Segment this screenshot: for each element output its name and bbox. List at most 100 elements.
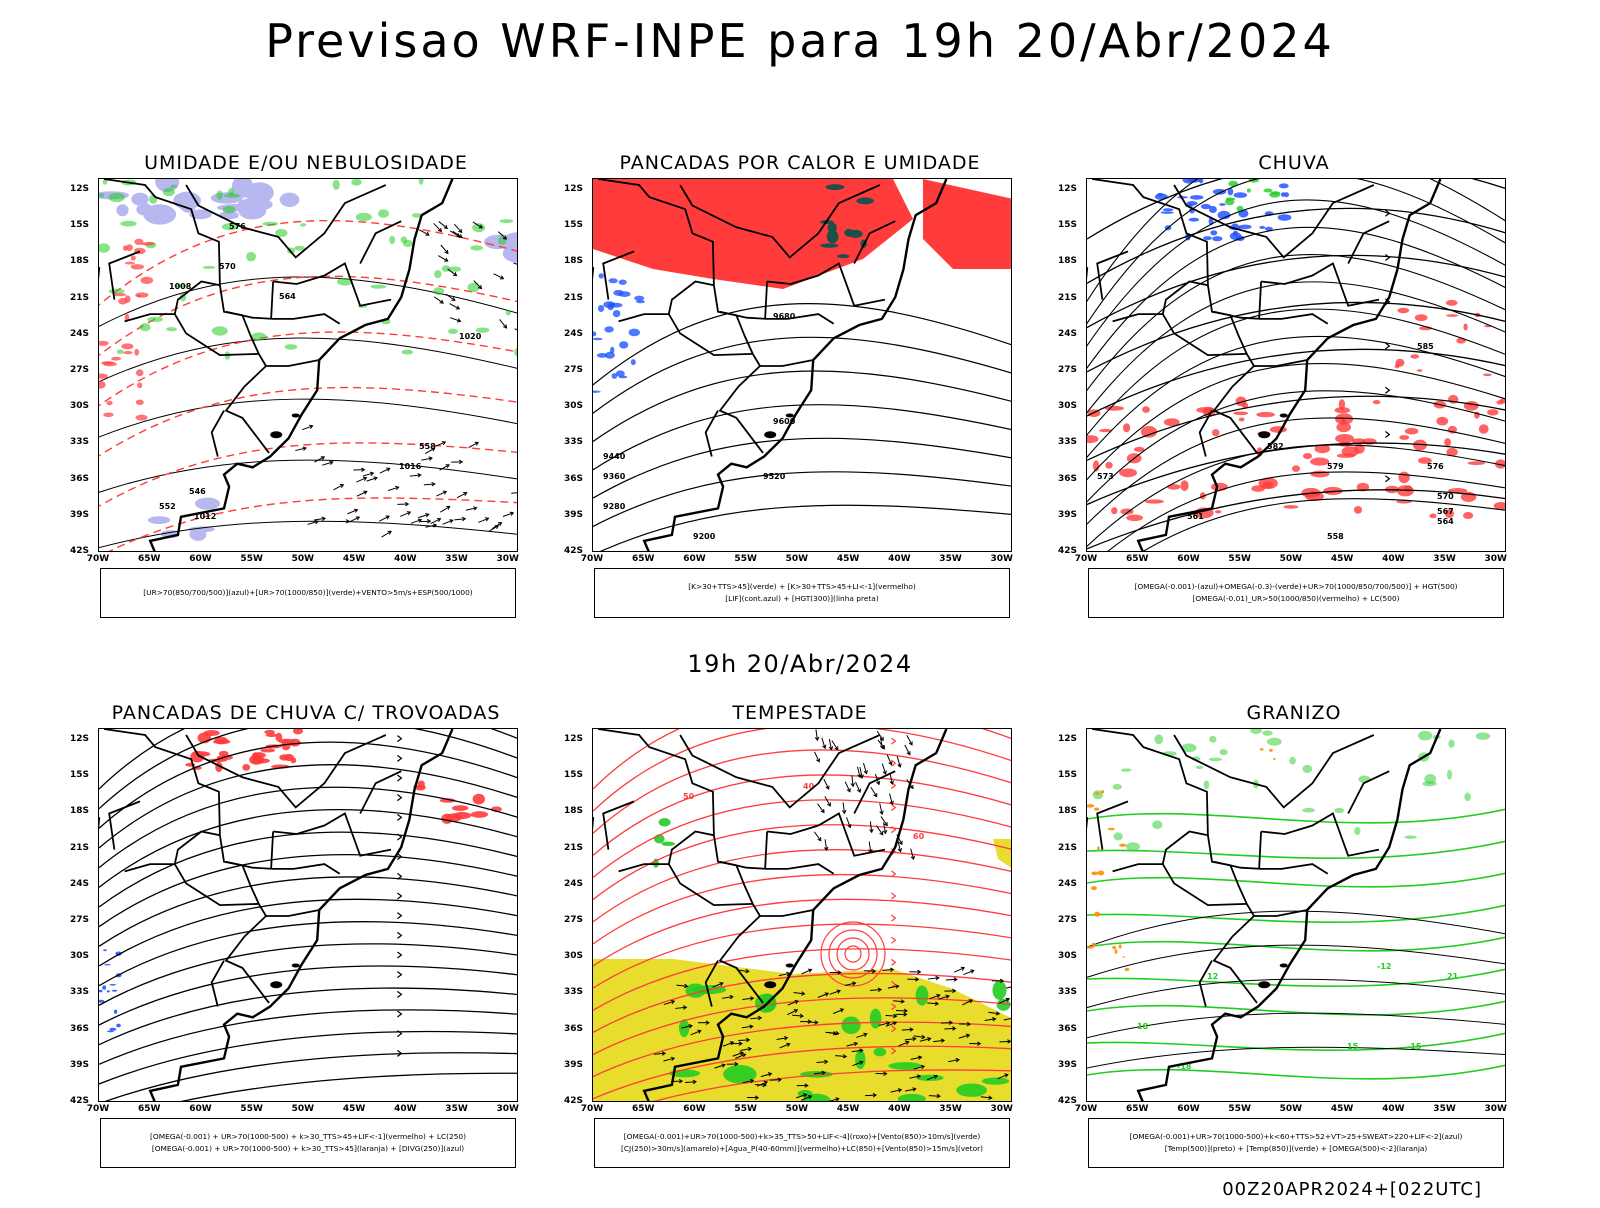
shade-cell bbox=[106, 401, 112, 406]
shade-cell bbox=[116, 204, 128, 216]
border-line bbox=[266, 360, 319, 366]
shade-cell bbox=[1126, 842, 1140, 851]
lon-tick-label: 60W bbox=[683, 1104, 705, 1114]
shade-cell bbox=[841, 1017, 860, 1035]
panel-legend: [OMEGA(-0.001)-(azul)+OMEGA(-0.3)-(verde… bbox=[1088, 568, 1504, 618]
shade-cell bbox=[1335, 407, 1351, 413]
lon-tick-label: 40W bbox=[1382, 554, 1404, 564]
shade-cell bbox=[1446, 314, 1458, 317]
shade-cell bbox=[1087, 804, 1094, 808]
lat-tick-label: 33S bbox=[1058, 437, 1077, 447]
shade-cell bbox=[1278, 214, 1292, 221]
lat-tick-label: 24S bbox=[1058, 879, 1077, 889]
shade-cell bbox=[1105, 462, 1112, 469]
lat-tick-label: 36S bbox=[564, 1024, 583, 1034]
shade-cell bbox=[173, 192, 201, 210]
shade-cell bbox=[442, 265, 450, 272]
wind-arrow bbox=[946, 979, 957, 980]
shade-cell bbox=[470, 245, 483, 250]
contour-label: 9360 bbox=[603, 472, 626, 481]
panel-pancadas-trovoadas: PANCADAS DE CHUVA C/ TROVOADAS [OMEGA(-0… bbox=[56, 728, 556, 1208]
lon-tick-label: 40W bbox=[888, 554, 910, 564]
shade-cell bbox=[1209, 736, 1216, 743]
lon-tick-label: 70W bbox=[87, 554, 109, 564]
border-line bbox=[360, 771, 401, 813]
shade-cell bbox=[139, 323, 150, 331]
contour-label: 570 bbox=[1437, 492, 1454, 501]
shade-cell bbox=[1292, 465, 1300, 472]
border-line bbox=[1259, 832, 1261, 869]
lat-tick-label: 21S bbox=[564, 293, 583, 303]
shade-cell bbox=[1267, 738, 1282, 746]
shade-cell bbox=[107, 990, 110, 992]
instability-area bbox=[923, 179, 1012, 269]
shade-cell bbox=[603, 301, 615, 308]
shade-cell bbox=[993, 981, 1007, 1000]
shade-cell bbox=[216, 190, 223, 199]
lon-tick-label: 35W bbox=[1433, 1104, 1455, 1114]
lat-tick-label: 33S bbox=[1058, 987, 1077, 997]
lon-tick-label: 60W bbox=[1177, 1104, 1199, 1114]
lon-tick-label: 70W bbox=[87, 1104, 109, 1114]
lon-tick-label: 60W bbox=[189, 1104, 211, 1114]
shade-cell bbox=[120, 221, 136, 227]
contour-line bbox=[99, 338, 518, 384]
shade-cell bbox=[629, 329, 640, 337]
streamline-arrow bbox=[397, 972, 401, 978]
panel-legend: [OMEGA(-0.001) + UR>70(1000-500) + k>30_… bbox=[100, 1118, 516, 1168]
lat-tick-label: 15S bbox=[70, 770, 89, 780]
shade-cell bbox=[1464, 401, 1479, 411]
lat-tick-label: 27S bbox=[70, 915, 89, 925]
shade-cell bbox=[1142, 406, 1150, 413]
wind-arrow bbox=[441, 245, 448, 253]
shade-cell bbox=[1251, 485, 1265, 492]
wind-arrow bbox=[944, 1028, 955, 1029]
wind-arrow bbox=[1011, 985, 1012, 988]
shade-cell bbox=[848, 230, 862, 238]
border-line bbox=[1348, 221, 1389, 263]
shade-cell bbox=[1119, 844, 1126, 847]
shade-cell bbox=[662, 842, 676, 846]
shade-cell bbox=[134, 349, 139, 356]
wind-arrow bbox=[500, 319, 507, 328]
shade-cell bbox=[1335, 413, 1353, 424]
shade-cell bbox=[419, 179, 424, 185]
shade-cell bbox=[1141, 426, 1157, 438]
shade-cell bbox=[1410, 354, 1419, 358]
coastline-atlantic bbox=[1138, 729, 1440, 1102]
lon-tick-label: 50W bbox=[1280, 1104, 1302, 1114]
border-line bbox=[669, 282, 714, 315]
border-line bbox=[760, 910, 813, 916]
contour-line bbox=[1087, 282, 1506, 419]
lon-tick-label: 35W bbox=[939, 1104, 961, 1114]
streamline-arrow bbox=[397, 932, 401, 938]
streamline bbox=[99, 855, 518, 927]
lon-tick-label: 70W bbox=[1075, 554, 1097, 564]
wind-arrow-head bbox=[1011, 1017, 1012, 1021]
streamline bbox=[99, 988, 518, 1045]
lon-tick-label: 55W bbox=[734, 1104, 756, 1114]
lon-tick-label: 65W bbox=[1126, 554, 1148, 564]
lat-tick-label: 24S bbox=[564, 879, 583, 889]
shade-cell bbox=[1269, 749, 1273, 752]
streamline bbox=[593, 750, 1012, 833]
shade-cell bbox=[837, 254, 849, 258]
shade-cell bbox=[1152, 820, 1162, 829]
panel-title: PANCADAS DE CHUVA C/ TROVOADAS bbox=[56, 702, 556, 724]
shade-cell bbox=[1447, 770, 1452, 780]
shade-cell bbox=[137, 382, 142, 388]
contour-line bbox=[1087, 945, 1506, 979]
panel-title: TEMPESTADE bbox=[550, 702, 1050, 724]
lon-tick-label: 50W bbox=[1280, 554, 1302, 564]
shade-cell bbox=[143, 204, 176, 224]
contour-line bbox=[99, 388, 518, 459]
lon-tick-label: 55W bbox=[240, 1104, 262, 1114]
shade-cell bbox=[982, 1078, 1009, 1085]
panel-legend: [K>30+TTS>45](verde) + [K>30+TTS>45+LI<-… bbox=[594, 568, 1010, 618]
contour-label: 585 bbox=[1417, 342, 1434, 351]
contour-label: 12 bbox=[1207, 972, 1218, 981]
shade-cell bbox=[1479, 424, 1489, 433]
